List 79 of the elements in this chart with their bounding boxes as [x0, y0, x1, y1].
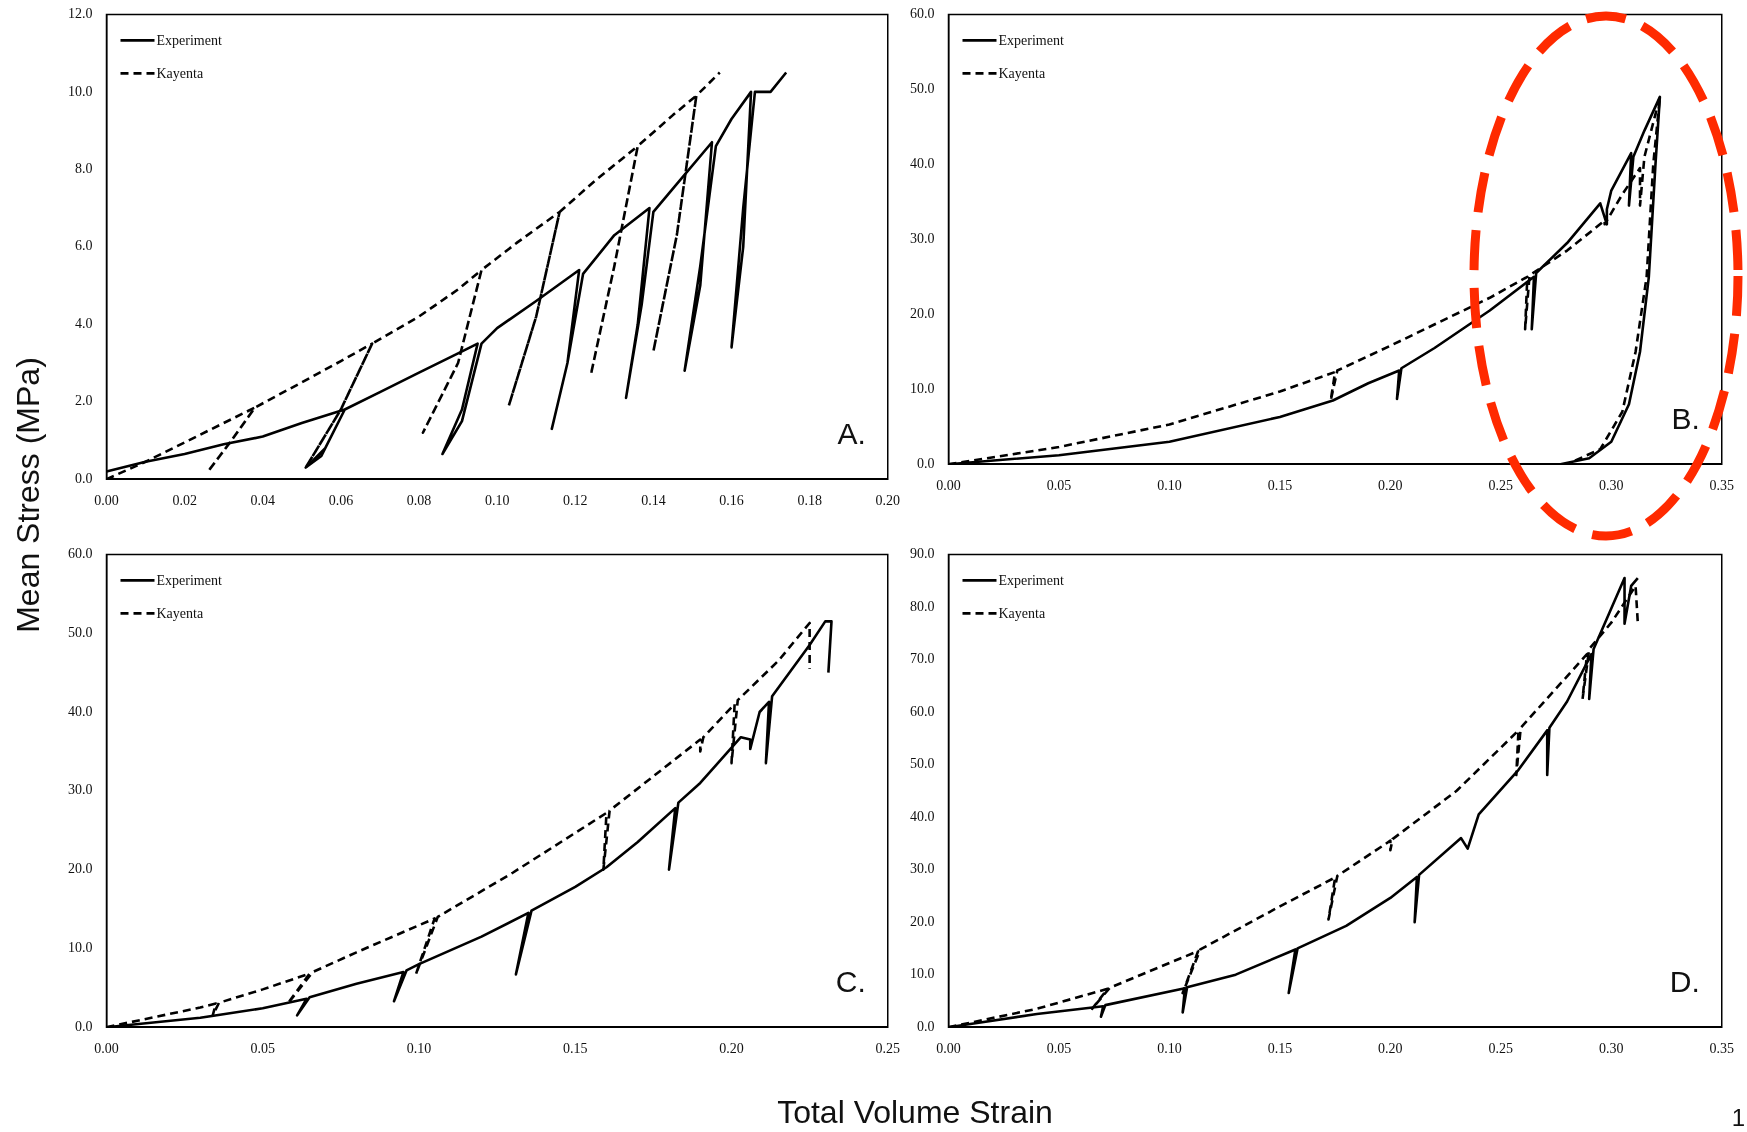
x-tick-label: 0.08 — [406, 493, 432, 509]
x-tick-label: 0.00 — [936, 478, 961, 494]
legend-label: Experiment — [998, 573, 1064, 589]
x-tick-label: 0.16 — [719, 493, 744, 509]
legend-label: Experiment — [156, 33, 222, 49]
legend-label: Kayenta — [998, 66, 1046, 82]
x-tick-label: 0.05 — [1046, 1041, 1072, 1057]
x-tick-label: 0.30 — [1599, 478, 1624, 494]
x-tick-label: 0.10 — [406, 1041, 432, 1057]
y-axis-title: Mean Stress (MPa) — [9, 357, 47, 633]
y-tick-label: 30.0 — [910, 861, 935, 877]
y-tick-label: 4.0 — [75, 315, 93, 331]
y-tick-label: 60.0 — [910, 703, 935, 719]
y-tick-label: 60.0 — [68, 546, 93, 562]
y-tick-label: 8.0 — [75, 161, 93, 177]
y-tick-label: 20.0 — [910, 913, 935, 929]
y-tick-label: 50.0 — [68, 624, 93, 640]
y-tick-label: 40.0 — [910, 156, 935, 172]
y-tick-label: 0.0 — [75, 470, 93, 486]
x-tick-label: 0.02 — [172, 493, 197, 509]
x-tick-label: 0.12 — [563, 493, 588, 509]
y-tick-label: 12.0 — [68, 6, 93, 22]
y-tick-label: 6.0 — [75, 238, 93, 254]
x-tick-label: 0.06 — [328, 493, 354, 509]
legend-label: Experiment — [998, 33, 1064, 49]
y-tick-label: 40.0 — [68, 703, 93, 719]
x-axis-title: Total Volume Strain — [777, 1093, 1053, 1131]
x-tick-label: 0.25 — [1488, 478, 1514, 494]
x-tick-label: 0.05 — [250, 1041, 275, 1057]
y-tick-label: 10.0 — [68, 940, 93, 956]
x-tick-label: 0.20 — [1378, 1041, 1403, 1057]
annotation: C. — [835, 965, 866, 999]
legend-label: Kayenta — [156, 606, 204, 622]
x-tick-label: 0.25 — [1488, 1041, 1514, 1057]
annotation: B. — [1671, 402, 1700, 436]
y-tick-label: 30.0 — [910, 230, 935, 246]
x-tick-label: 0.18 — [797, 493, 822, 509]
annotation: A. — [837, 417, 866, 451]
y-tick-label: 0.0 — [75, 1018, 93, 1034]
x-tick-label: 0.00 — [936, 1041, 961, 1057]
y-tick-label: 10.0 — [910, 966, 935, 982]
y-tick-label: 80.0 — [910, 598, 935, 614]
x-tick-label: 0.30 — [1599, 1041, 1624, 1057]
x-tick-label: 0.15 — [1267, 1041, 1293, 1057]
y-tick-label: 0.0 — [917, 455, 935, 471]
x-tick-label: 0.04 — [250, 493, 275, 509]
x-tick-label: 0.00 — [94, 1041, 119, 1057]
y-tick-label: 50.0 — [910, 756, 935, 772]
legend-label: Experiment — [156, 573, 222, 589]
x-tick-label: 0.20 — [719, 1041, 744, 1057]
annotation: D. — [1669, 965, 1700, 999]
x-tick-label: 0.14 — [641, 493, 666, 509]
y-tick-label: 30.0 — [68, 782, 93, 798]
y-tick-label: 10.0 — [68, 83, 93, 99]
x-tick-label: 0.05 — [1046, 478, 1072, 494]
legend-label: Kayenta — [998, 606, 1046, 622]
x-tick-label: 0.20 — [1378, 478, 1403, 494]
y-tick-label: 2.0 — [75, 393, 93, 409]
text: 1 — [1731, 1104, 1745, 1132]
x-tick-label: 0.00 — [94, 493, 119, 509]
y-tick-label: 70.0 — [910, 651, 935, 667]
x-tick-label: 0.20 — [875, 493, 900, 509]
x-tick-label: 0.15 — [563, 1041, 588, 1057]
x-tick-label: 0.15 — [1267, 478, 1293, 494]
y-tick-label: 90.0 — [910, 546, 935, 562]
y-tick-label: 40.0 — [910, 808, 935, 824]
x-tick-label: 0.10 — [1157, 1041, 1182, 1057]
y-tick-label: 10.0 — [910, 380, 935, 396]
y-tick-label: 60.0 — [910, 6, 935, 22]
x-tick-label: 0.35 — [1709, 478, 1734, 494]
x-tick-label: 0.25 — [875, 1041, 900, 1057]
y-tick-label: 20.0 — [910, 305, 935, 321]
x-tick-label: 0.35 — [1709, 1041, 1734, 1057]
y-tick-label: 50.0 — [910, 81, 935, 97]
y-tick-label: 0.0 — [917, 1018, 935, 1034]
x-tick-label: 0.10 — [484, 493, 510, 509]
y-tick-label: 20.0 — [68, 861, 93, 877]
legend-label: Kayenta — [156, 66, 204, 82]
x-tick-label: 0.10 — [1157, 478, 1182, 494]
